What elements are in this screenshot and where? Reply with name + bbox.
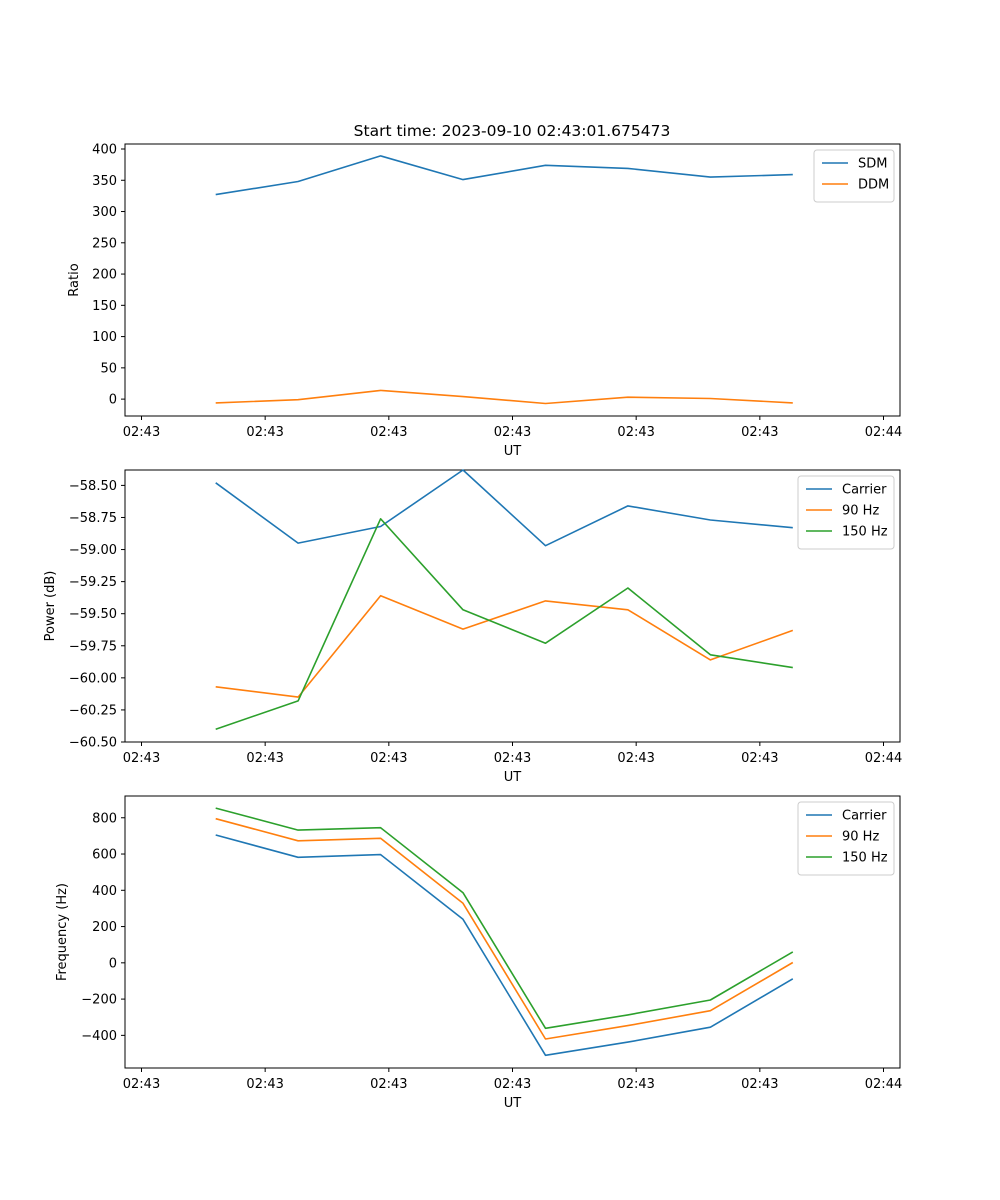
x-axis-label: UT	[504, 444, 522, 459]
y-tick-label: −60.50	[69, 736, 117, 751]
legend: Carrier 90 Hz 150 Hz	[797, 475, 895, 550]
series-line-90-hz	[215, 594, 794, 698]
legend-label: 90 Hz	[842, 830, 879, 845]
chart-panels: 0 50 100 150 200 250 300 350 400 02:43 02:43 02:43 0…	[43, 143, 902, 1111]
x-tick-label: 02:43	[123, 751, 160, 766]
legend: SDM DDM	[813, 149, 895, 203]
series-line-sdm	[215, 155, 793, 196]
y-tick-label: 0	[109, 956, 117, 971]
x-tick-label: 02:43	[246, 1077, 283, 1092]
y-tick-label: −58.75	[69, 511, 117, 526]
legend-label: DDM	[858, 178, 889, 193]
figure-title: Start time: 2023-09-10 02:43:01.675473	[354, 122, 671, 140]
series-line-90-hz	[215, 817, 794, 1040]
series-line-carrier	[215, 469, 793, 547]
y-tick-label: 400	[92, 143, 117, 158]
x-axis-label: UT	[504, 1096, 522, 1111]
y-axis-label: Ratio	[67, 263, 82, 296]
legend: Carrier 90 Hz 150 Hz	[797, 801, 895, 876]
series-line-carrier	[215, 834, 794, 1057]
y-axis-label: Frequency (Hz)	[55, 883, 70, 981]
legend-label: Carrier	[842, 483, 887, 498]
x-tick-label: 02:43	[123, 1077, 160, 1092]
x-axis-label: UT	[504, 770, 522, 785]
y-tick-label: −60.00	[69, 671, 117, 686]
chart-panel-2: −60.50 −60.25 −60.00 −59.75 −59.50 −59.25 −59.…	[43, 469, 902, 785]
y-tick-label: −400	[81, 1029, 117, 1044]
legend-label: 150 Hz	[842, 525, 888, 540]
x-tick-label: 02:43	[741, 751, 778, 766]
legend-label: SDM	[858, 157, 887, 172]
x-tick-label: 02:44	[865, 1077, 902, 1092]
x-tick-label: 02:43	[741, 1077, 778, 1092]
y-tick-label: 400	[92, 884, 117, 899]
x-tick-label: 02:43	[370, 425, 407, 440]
y-tick-label: 600	[92, 848, 117, 863]
x-tick-label: 02:43	[617, 1077, 654, 1092]
y-tick-label: −60.25	[69, 703, 117, 718]
y-tick-label: 350	[92, 174, 117, 189]
x-tick-label: 02:43	[370, 1077, 407, 1092]
x-tick-label: 02:44	[865, 751, 902, 766]
x-tick-label: 02:43	[494, 425, 531, 440]
x-tick-label: 02:43	[123, 425, 160, 440]
y-tick-label: 200	[92, 920, 117, 935]
y-tick-label: −59.75	[69, 639, 117, 654]
x-tick-label: 02:43	[494, 1077, 531, 1092]
series-line-150-hz	[215, 807, 794, 1030]
x-tick-label: 02:43	[741, 425, 778, 440]
y-tick-label: −200	[81, 993, 117, 1008]
series-line-150-hz	[215, 517, 793, 730]
x-tick-label: 02:43	[370, 751, 407, 766]
y-axis-label: Power (dB)	[43, 571, 58, 642]
legend-label: 90 Hz	[842, 504, 879, 519]
x-tick-label: 02:43	[494, 751, 531, 766]
y-tick-label: 300	[92, 205, 117, 220]
x-tick-label: 02:43	[246, 425, 283, 440]
x-tick-label: 02:43	[617, 425, 654, 440]
x-tick-label: 02:43	[617, 751, 654, 766]
chart-panel-3: −400 −200 0 200 400 600 800 02:43 02:43 02:43 02:4…	[55, 795, 902, 1111]
legend-label: Carrier	[842, 809, 887, 824]
y-tick-label: 200	[92, 268, 117, 283]
x-tick-label: 02:43	[246, 751, 283, 766]
y-tick-label: 50	[100, 361, 117, 376]
chart-panel-1: 0 50 100 150 200 250 300 350 400 02:43 02:43 02:43 0…	[67, 143, 902, 459]
y-tick-label: −59.00	[69, 543, 117, 558]
series-line-ddm	[215, 389, 793, 405]
y-tick-label: −59.50	[69, 607, 117, 622]
legend-label: 150 Hz	[842, 851, 888, 866]
y-tick-label: 250	[92, 236, 117, 251]
y-tick-label: 800	[92, 811, 117, 826]
y-tick-label: 150	[92, 299, 117, 314]
y-tick-label: −58.50	[69, 479, 117, 494]
x-tick-label: 02:44	[865, 425, 902, 440]
y-tick-label: 100	[92, 330, 117, 345]
y-tick-label: 0	[109, 393, 117, 408]
y-tick-label: −59.25	[69, 575, 117, 590]
